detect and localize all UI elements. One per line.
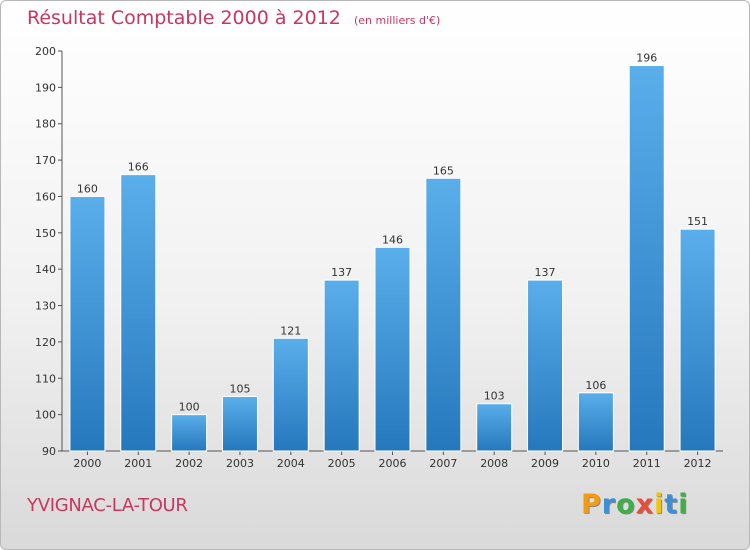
y-tick-label: 150 [35,227,56,240]
y-tick-label: 90 [42,445,56,458]
bar-2009 [527,279,564,452]
bar-2004 [272,337,309,452]
bar-2000 [69,195,106,452]
bar-2006 [374,246,411,452]
bar-2003 [221,395,258,452]
title-row: Résultat Comptable 2000 à 2012 (en milli… [27,7,440,29]
y-tick-label: 190 [35,81,56,94]
chart-bars [69,65,716,452]
logo-letter: P [581,489,602,520]
x-tick-label-2011: 2011 [633,457,661,470]
bar-2007 [425,177,462,452]
logo-letter: r [601,489,617,520]
data-label-2010: 106 [585,379,606,392]
data-label-2008: 103 [484,390,505,403]
x-tick-label-2002: 2002 [175,457,203,470]
y-tick-label: 180 [35,118,56,131]
data-label-2005: 137 [331,266,352,279]
x-tick-label-2004: 2004 [277,457,305,470]
x-tick-label-2001: 2001 [124,457,152,470]
x-tick-label-2007: 2007 [429,457,457,470]
x-tick-label-2006: 2006 [379,457,407,470]
bar-2001 [120,174,157,452]
y-tick-label: 100 [35,409,56,422]
bar-2008 [476,403,513,452]
data-label-2009: 137 [535,266,556,279]
bar-2005 [323,279,360,452]
proxiti-logo: Proxiti [581,489,689,520]
logo-letter: i [654,489,665,520]
logo-letter: o [616,489,636,520]
x-tick-label-2003: 2003 [226,457,254,470]
y-tick-label: 170 [35,154,56,167]
data-label-2000: 160 [77,182,98,195]
x-tick-label-2009: 2009 [531,457,559,470]
x-tick-label-2008: 2008 [480,457,508,470]
data-label-2012: 151 [687,215,708,228]
y-tick-label: 140 [35,263,56,276]
data-label-2007: 165 [433,164,454,177]
data-label-2003: 105 [229,382,250,395]
city-name: YVIGNAC-LA-TOUR [27,495,188,516]
bar-2012 [679,228,716,452]
data-label-2004: 121 [280,324,301,337]
y-tick-label: 120 [35,336,56,349]
data-label-2011: 196 [636,52,657,65]
y-tick-label: 200 [35,45,56,58]
y-tick-label: 130 [35,300,56,313]
data-label-2006: 146 [382,233,403,246]
chart-title: Résultat Comptable 2000 à 2012 [27,7,341,29]
x-tick-label-2010: 2010 [582,457,610,470]
chart-subtitle: (en milliers d'€) [353,14,441,27]
y-tick-label: 110 [35,372,56,385]
data-label-2002: 100 [179,401,200,414]
bar-2010 [577,392,614,452]
chart-data-labels: 160 166 100 105 121 137 146 165 103 137 106 196 151 [77,52,708,414]
bar-2002 [171,414,208,452]
y-tick-label: 160 [35,190,56,203]
logo-letter: i [678,489,689,520]
x-tick-label-2012: 2012 [684,457,712,470]
x-tick-label-2005: 2005 [328,457,356,470]
x-tick-label-2000: 2000 [73,457,101,470]
bar-2011 [628,65,665,452]
data-label-2001: 166 [128,161,149,174]
logo-letter: t [664,489,679,520]
logo-letter: x [635,489,655,520]
